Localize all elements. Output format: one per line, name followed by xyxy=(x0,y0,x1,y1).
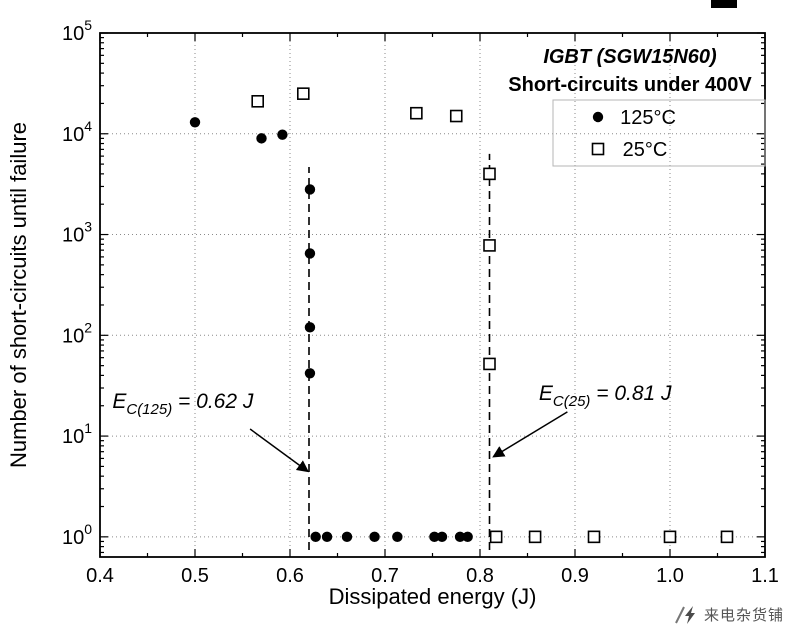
svg-text:0.6: 0.6 xyxy=(276,565,304,587)
svg-text:102: 102 xyxy=(62,319,92,347)
annotation-ec125: EC(125) = 0.62 J xyxy=(112,390,310,473)
data-point xyxy=(436,531,448,543)
svg-text:100: 100 xyxy=(62,521,92,549)
annotation-ec25: EC(25) = 0.81 J xyxy=(492,382,672,458)
svg-text:0.9: 0.9 xyxy=(561,565,589,587)
series-25c xyxy=(251,87,734,544)
data-point xyxy=(483,167,496,181)
data-point xyxy=(251,94,264,108)
legend-subtitle: Short-circuits under 400V xyxy=(508,74,752,96)
data-point xyxy=(720,530,734,544)
data-point xyxy=(369,531,380,543)
series-125c xyxy=(189,117,473,543)
legend-marker-filled-circle xyxy=(592,111,604,123)
legend-title: IGBT (SGW15N60) xyxy=(543,46,717,68)
y-axis-title: Number of short-circuits until failure xyxy=(6,122,31,468)
annotation-arrow xyxy=(492,411,568,458)
data-point xyxy=(189,117,201,128)
top-edge-artifact xyxy=(711,0,737,8)
svg-text:105: 105 xyxy=(62,17,92,45)
axis-ticks xyxy=(99,32,766,557)
data-point xyxy=(304,184,316,195)
y-tick-labels: 100 101 102 103 104 105 xyxy=(62,17,92,549)
watermark-text: 来电杂货铺 xyxy=(703,607,784,624)
data-point xyxy=(587,530,601,544)
data-point xyxy=(429,531,440,543)
legend-box xyxy=(552,99,766,167)
x-axis-title: Dissipated energy (J) xyxy=(329,584,537,609)
svg-text:103: 103 xyxy=(62,219,92,247)
data-point xyxy=(410,106,423,120)
svg-text:0.7: 0.7 xyxy=(371,565,399,587)
svg-text:0.4: 0.4 xyxy=(86,565,114,587)
threshold-lines xyxy=(308,153,491,550)
legend: IGBT (SGW15N60) Short-circuits under 400V… xyxy=(508,46,766,167)
data-point xyxy=(310,531,321,543)
annotation-arrow xyxy=(249,428,310,473)
svg-text:0.5: 0.5 xyxy=(181,565,209,587)
svg-text:104: 104 xyxy=(62,118,92,146)
svg-text:1.1: 1.1 xyxy=(751,565,779,587)
legend-marker-open-square xyxy=(591,142,605,156)
data-point xyxy=(528,530,542,544)
legend-label-125c: 125°C xyxy=(620,107,676,129)
svg-text:EC(25) = 0.81 J: EC(25) = 0.81 J xyxy=(539,382,672,410)
data-point xyxy=(483,239,496,252)
svg-text:EC(125) = 0.62 J: EC(125) = 0.62 J xyxy=(112,390,254,418)
data-point xyxy=(304,368,316,379)
data-point xyxy=(449,109,463,123)
data-point xyxy=(304,322,316,333)
svg-text:0.8: 0.8 xyxy=(466,565,494,587)
data-point xyxy=(489,530,503,544)
data-point xyxy=(462,531,473,543)
data-point xyxy=(483,357,496,371)
data-point xyxy=(341,531,353,543)
data-point xyxy=(256,133,267,144)
data-point xyxy=(304,248,316,259)
data-point xyxy=(392,531,403,543)
data-point xyxy=(454,531,466,543)
watermark: 来电杂货铺 xyxy=(673,604,784,625)
svg-text:101: 101 xyxy=(62,420,92,448)
legend-label-25c: 25°C xyxy=(623,139,668,161)
data-point xyxy=(296,87,310,100)
data-point xyxy=(321,531,333,543)
svg-text:1.0: 1.0 xyxy=(656,565,684,587)
x-tick-labels: 0.4 0.5 0.6 0.7 0.8 0.9 1.0 1.1 xyxy=(86,565,779,587)
data-point xyxy=(277,129,288,140)
data-point xyxy=(663,530,677,544)
lightning-logo-icon xyxy=(675,605,695,624)
